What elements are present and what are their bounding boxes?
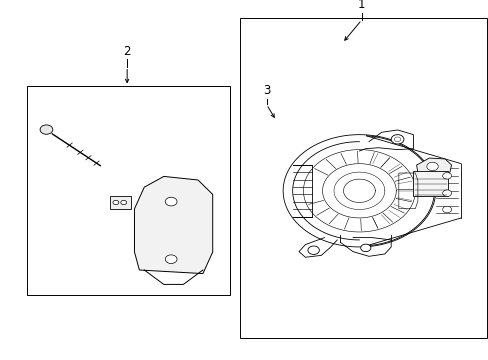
Bar — [27, 86, 229, 295]
Bar — [412, 171, 447, 197]
Circle shape — [390, 135, 403, 144]
Circle shape — [393, 137, 400, 141]
Text: 2: 2 — [123, 45, 131, 58]
Polygon shape — [416, 158, 451, 176]
Circle shape — [442, 172, 451, 179]
Bar — [239, 18, 486, 338]
Circle shape — [360, 244, 370, 252]
Circle shape — [121, 200, 126, 204]
Circle shape — [426, 162, 437, 171]
Text: 1: 1 — [357, 0, 365, 11]
Circle shape — [442, 206, 451, 213]
Circle shape — [307, 246, 319, 255]
Circle shape — [40, 125, 53, 134]
Circle shape — [165, 255, 177, 264]
Circle shape — [442, 190, 451, 197]
Text: 3: 3 — [262, 84, 270, 97]
Circle shape — [165, 197, 177, 206]
Bar — [110, 196, 130, 209]
Polygon shape — [134, 176, 212, 274]
Circle shape — [113, 200, 119, 204]
